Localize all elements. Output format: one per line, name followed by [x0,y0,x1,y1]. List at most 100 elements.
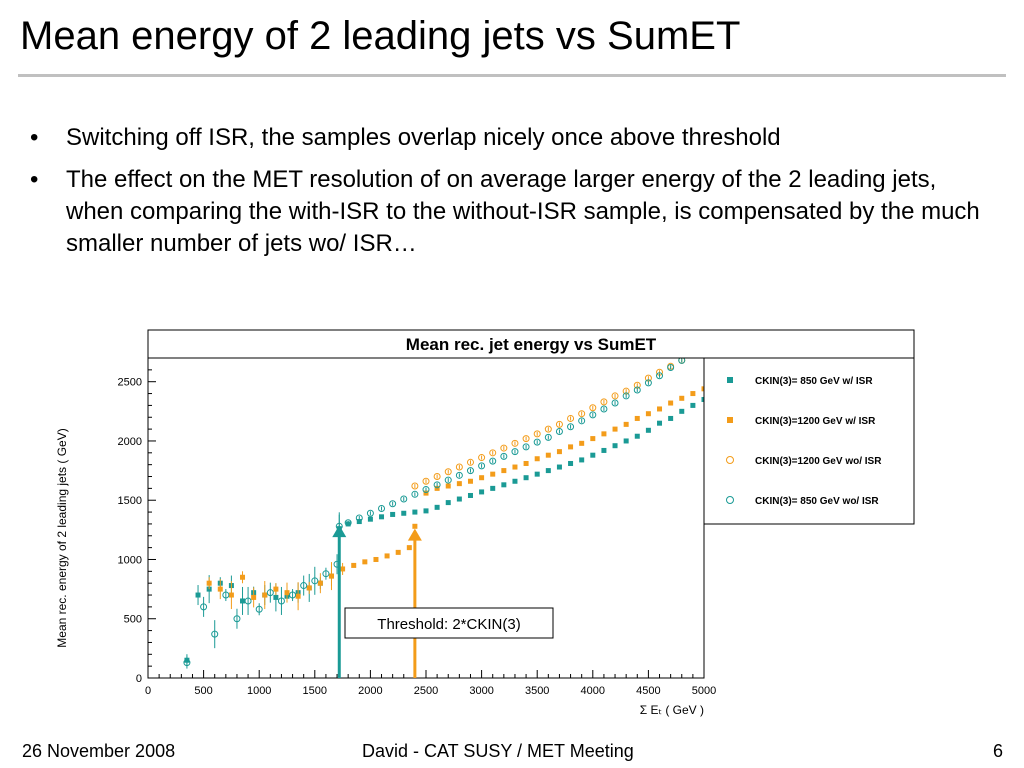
data-point [444,476,452,484]
data-point [317,580,323,586]
data-point [533,438,541,446]
data-point [411,482,419,490]
series-ckin-3-1200-gev-w-isr [206,386,707,611]
annotation-box [344,607,554,639]
data-point [466,458,474,466]
data-point [545,452,551,458]
series-ckin-3-850-gev-wo-isr [183,356,686,669]
data-point [668,415,674,421]
data-point [228,592,234,598]
data-point [634,415,640,421]
legend-marker [726,496,734,504]
axes: 0 500 1000 1500 2000 2500 3000 3500 4000 4500 5000… [55,369,716,717]
legend-label: CKIN(3)=1200 GeV wo/ ISR [755,456,882,467]
legend-label: CKIN(3)= 850 GeV wo/ ISR [755,496,879,507]
data-point [273,594,279,600]
footer-page-number: 6 [993,741,1004,761]
data-point [328,573,334,579]
data-point [579,440,585,446]
data-point [389,500,397,508]
data-point [444,468,452,476]
data-point [490,471,496,477]
data-point [233,615,241,623]
data-point [195,592,201,598]
bullet-item: • The effect on the MET resolution of on… [30,164,990,260]
data-point [489,457,497,465]
legend-item: CKIN(3)= 850 GeV wo/ ISR [726,496,879,507]
data-point [422,477,430,485]
series-ckin-3-1200-gev-wo-isr [411,356,686,490]
x-tick-label: 4500 [636,685,660,697]
data-point [612,443,618,449]
data-point [656,372,664,380]
data-point [634,433,640,439]
data-point [244,597,252,605]
annotation-layer: Threshold: 2*CKIN(3) [332,525,554,678]
data-point [578,417,586,425]
bullet-marker: • [30,124,39,151]
data-point [534,456,540,462]
data-point [645,427,651,433]
data-point [490,485,496,491]
data-point [251,594,257,600]
data-point [412,509,418,515]
data-point [657,420,663,426]
legend-marker [726,456,734,464]
data-point [690,402,696,408]
data-point [601,447,607,453]
data-point [406,545,412,551]
data-point [445,483,451,489]
annotation-text: Threshold: 2*CKIN(3) [377,616,520,633]
data-point [401,510,407,516]
title-divider [18,74,1006,77]
data-point [379,514,385,520]
bullet-item: • Switching off ISR, the samples overlap… [30,122,990,154]
x-tick-label: 5000 [692,685,716,697]
data-point [466,467,474,475]
data-point [456,481,462,487]
data-point [611,399,619,407]
x-tick-label: 4000 [581,685,605,697]
x-tick-label: 3500 [525,685,549,697]
data-point [400,495,408,503]
chart-title-box: Mean rec. jet energy vs SumET [147,329,915,359]
legend-label: CKIN(3)= 850 GeV w/ ISR [755,376,873,387]
data-point [567,414,575,422]
data-point [611,392,619,400]
legend: CKIN(3)= 850 GeV w/ ISR CKIN(3)=1200 GeV … [703,357,915,525]
data-point [340,566,346,572]
data-point [422,486,430,494]
data-point [306,585,312,591]
data-point [523,475,529,481]
data-point [289,591,297,599]
data-point [600,405,608,413]
data-point [284,590,290,596]
data-point [356,519,362,525]
data-point [512,464,518,470]
threshold-arrow-head [407,528,422,541]
data-point [455,463,463,471]
data-point [351,562,357,568]
data-point [668,400,674,406]
data-point [645,411,651,417]
data-point [367,516,373,522]
data-point [478,454,486,462]
data-point [511,448,519,456]
data-point [478,462,486,470]
bullet-list: • Switching off ISR, the samples overlap… [30,122,990,270]
data-point [300,582,308,590]
data-point [567,423,575,431]
scatter-chart: 0 500 1000 1500 2000 2500 3000 3500 4000 4500 5000… [55,329,915,717]
data-point [295,593,301,599]
data-point [568,444,574,450]
data-point [479,489,485,495]
data-point [633,386,641,394]
data-point [623,421,629,427]
data-point [311,577,319,585]
data-point [479,475,485,481]
data-point [622,392,630,400]
data-point [433,473,441,481]
data-point [362,559,368,565]
legend-item: CKIN(3)= 850 GeV w/ ISR [727,376,873,387]
data-point [544,433,552,441]
